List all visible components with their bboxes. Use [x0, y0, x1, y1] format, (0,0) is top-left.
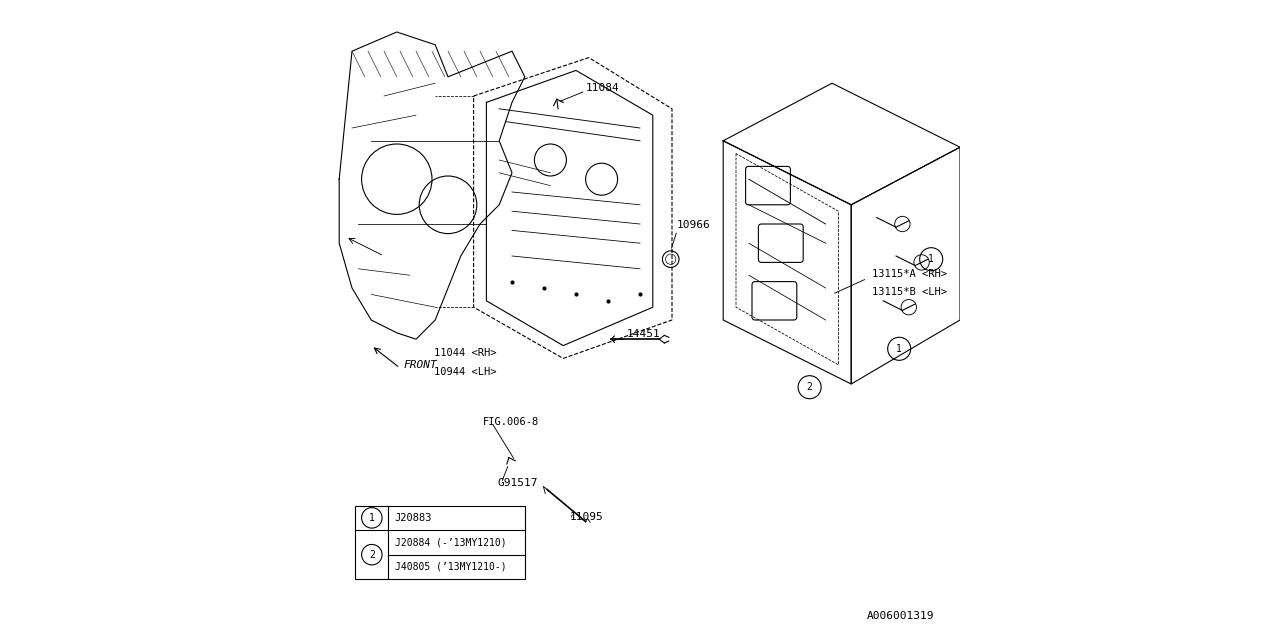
Text: G91517: G91517: [498, 478, 538, 488]
Bar: [356, 506, 525, 579]
Text: A006001319: A006001319: [867, 611, 934, 621]
Text: 10966: 10966: [677, 220, 710, 230]
Text: J40805 (’13MY1210-): J40805 (’13MY1210-): [394, 562, 507, 572]
Text: 1: 1: [896, 344, 902, 354]
Text: 13115*A <RH>: 13115*A <RH>: [872, 269, 947, 279]
Text: 11044 <RH>: 11044 <RH>: [434, 348, 497, 358]
Text: 1: 1: [369, 513, 375, 523]
Text: 11095: 11095: [570, 512, 603, 522]
Text: 2: 2: [806, 382, 813, 392]
Text: FRONT: FRONT: [403, 360, 436, 370]
Text: J20883: J20883: [394, 513, 433, 523]
Text: 13115*B <LH>: 13115*B <LH>: [872, 287, 947, 298]
Text: 14451: 14451: [627, 329, 660, 339]
Text: 11084: 11084: [585, 83, 620, 93]
Text: FIG.006-8: FIG.006-8: [484, 417, 539, 428]
Text: 2: 2: [369, 550, 375, 559]
Text: J20884 (-’13MY1210): J20884 (-’13MY1210): [394, 538, 507, 547]
Text: 1: 1: [928, 254, 934, 264]
Text: 10944 <LH>: 10944 <LH>: [434, 367, 497, 378]
